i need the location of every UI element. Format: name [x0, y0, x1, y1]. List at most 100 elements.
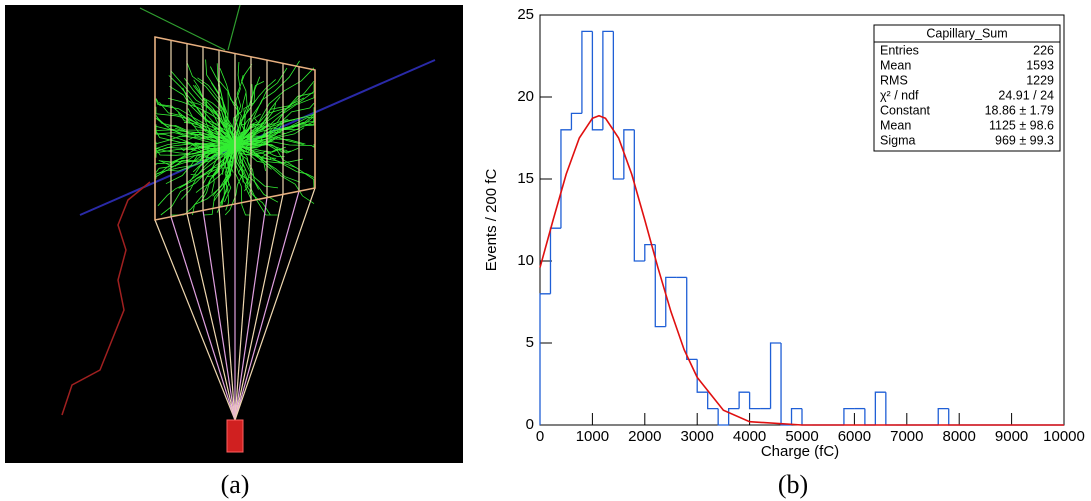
- track: [155, 124, 236, 146]
- stats-value: 226: [1033, 43, 1054, 57]
- stats-key: Entries: [880, 43, 919, 57]
- pmt: [226, 419, 244, 453]
- track: [234, 127, 299, 146]
- track: [200, 144, 236, 161]
- stats-value: 1125 ± 98.6: [989, 118, 1054, 132]
- y-tick-label: 5: [526, 334, 534, 351]
- fiber: [234, 194, 284, 421]
- histogram-bin: [591, 31, 603, 131]
- fiber: [202, 210, 236, 421]
- panel: [154, 36, 316, 221]
- stats-value: 24.91 / 24: [998, 88, 1054, 102]
- x-tick-label: 1000: [576, 428, 609, 445]
- track: [234, 118, 289, 146]
- track: [234, 76, 261, 146]
- histogram-bin: [539, 293, 551, 425]
- track: [190, 144, 236, 154]
- track: [212, 122, 236, 146]
- histogram-bin: [549, 227, 561, 294]
- stats-box: [873, 24, 1061, 152]
- track: [234, 142, 299, 154]
- x-tick-label: 7000: [890, 428, 923, 445]
- track: [183, 77, 236, 146]
- histogram-bin: [948, 408, 960, 426]
- fiber: [218, 207, 236, 421]
- histogram-bin: [843, 407, 855, 425]
- stats-value: 1229: [1026, 73, 1054, 87]
- x-tick-label: 10000: [1043, 428, 1085, 445]
- caption: (a): [221, 470, 250, 499]
- fiber: [234, 187, 316, 421]
- track: [234, 144, 279, 189]
- fiber: [170, 216, 236, 421]
- stats-key: χ² / ndf: [880, 88, 919, 102]
- simulation-image: [5, 4, 463, 463]
- track: [211, 144, 236, 194]
- track: [234, 144, 315, 204]
- histogram-bin: [654, 244, 666, 328]
- y-tick-label: 20: [517, 88, 534, 105]
- track: [234, 144, 279, 203]
- track: [155, 143, 236, 158]
- track: [158, 101, 236, 146]
- y-tick-label: 25: [517, 6, 534, 23]
- histogram-bin: [727, 407, 740, 425]
- track: [224, 144, 236, 211]
- x-tick-label: 4000: [733, 428, 766, 445]
- track: [219, 68, 239, 146]
- x-tick-label: 9000: [995, 428, 1028, 445]
- histogram-bin: [874, 391, 886, 425]
- track: [155, 98, 236, 146]
- histogram-bin: [748, 392, 761, 410]
- histogram-bin: [560, 129, 572, 229]
- track: [203, 144, 236, 216]
- histogram-bin: [686, 277, 698, 361]
- histogram-bin: [769, 342, 782, 409]
- fiber: [234, 197, 268, 421]
- histogram-bin: [696, 359, 708, 393]
- track: [234, 144, 303, 164]
- track: [234, 60, 300, 146]
- track: [234, 144, 250, 216]
- histogram-bin: [864, 408, 876, 426]
- histogram-bin: [885, 392, 897, 426]
- fiber: [186, 213, 236, 421]
- track: [155, 144, 236, 173]
- y-tick-label: 15: [517, 170, 534, 187]
- y-axis-label: Events / 200 fC: [483, 169, 500, 272]
- stats-key: Mean: [880, 118, 911, 132]
- x-tick-label: 8000: [943, 428, 976, 445]
- track: [234, 67, 288, 146]
- track: [224, 144, 244, 216]
- stats-value: 18.86 ± 1.79: [985, 103, 1054, 117]
- stats-key: Sigma: [880, 133, 915, 147]
- histogram-bin: [738, 391, 750, 409]
- track: [197, 77, 236, 146]
- fiber: [234, 200, 252, 421]
- histogram-bin: [780, 343, 792, 426]
- track: [204, 99, 236, 146]
- histogram-bin: [570, 112, 582, 130]
- track: [182, 87, 236, 146]
- track: [234, 114, 315, 146]
- histogram-bin: [612, 31, 624, 180]
- track: [234, 131, 286, 148]
- fiber: [234, 191, 300, 421]
- track: [187, 100, 236, 146]
- stats-value: 1593: [1026, 58, 1054, 72]
- track: [169, 85, 236, 146]
- x-axis-label: Charge (fC): [761, 443, 839, 460]
- track: [177, 112, 236, 146]
- histogram-bin: [937, 407, 949, 425]
- track: [211, 144, 236, 177]
- track: [155, 106, 236, 146]
- stats-key: Mean: [880, 58, 911, 72]
- track: [212, 144, 236, 197]
- track: [234, 144, 315, 178]
- fiber: [154, 219, 236, 421]
- histogram-bin: [633, 129, 645, 262]
- histogram-bin: [717, 408, 729, 426]
- x-tick-label: 6000: [838, 428, 871, 445]
- track: [205, 59, 236, 146]
